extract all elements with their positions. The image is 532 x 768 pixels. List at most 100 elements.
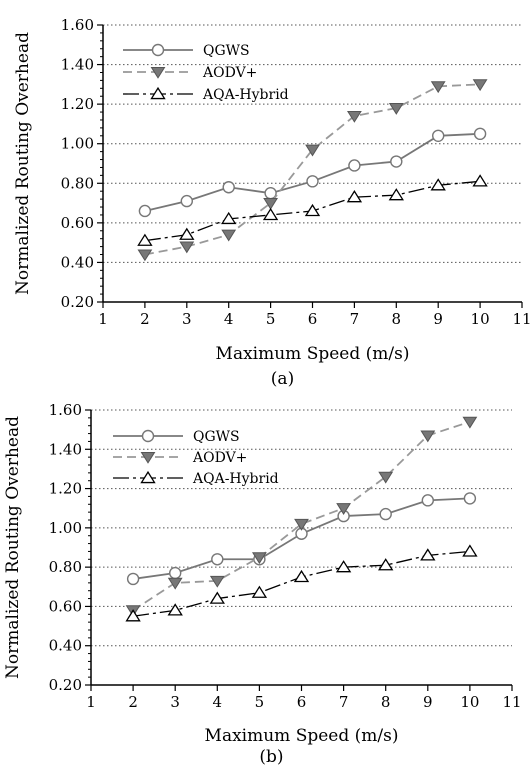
- x-tick-label: 3: [182, 310, 192, 328]
- legend-label: AODV+: [192, 450, 247, 466]
- legend-marker: [140, 470, 156, 484]
- x-tick-label: 8: [392, 310, 402, 328]
- data-point: [463, 492, 477, 505]
- data-point: [138, 204, 152, 218]
- x-tick-label: 5: [255, 693, 265, 711]
- x-tick-label: 11: [512, 310, 531, 328]
- x-tick-label: 4: [213, 693, 223, 711]
- legend-label: QGWS: [193, 429, 240, 445]
- data-point: [421, 494, 434, 507]
- data-point: [167, 603, 183, 616]
- legend-marker: [151, 43, 165, 57]
- x-axis-title: Maximum Speed (m/s): [205, 726, 399, 746]
- y-tick-label: 0.40: [49, 637, 82, 655]
- y-tick-label: 0.60: [49, 597, 82, 615]
- legend: QGWS AODV+ AQA-Hybrid: [113, 429, 279, 487]
- legend-label: AODV+: [202, 65, 257, 81]
- data-point: [388, 103, 404, 115]
- data-point: [336, 503, 352, 516]
- x-tick-label: 1: [86, 693, 96, 711]
- x-tick-label: 10: [460, 693, 479, 711]
- x-tick-label: 11: [502, 693, 521, 711]
- y-tick-label: 1.60: [49, 401, 82, 419]
- x-tick-label: 4: [224, 310, 234, 328]
- data-point: [420, 430, 436, 443]
- legend: QGWS AODV+ AQA-Hybrid: [123, 43, 289, 103]
- data-point: [126, 572, 140, 586]
- series-line: [132, 420, 471, 612]
- data-point: [262, 207, 279, 221]
- legend-label: AQA-Hybrid: [192, 471, 279, 487]
- y-tick-label: 1.60: [61, 16, 94, 34]
- x-tick-label: 8: [381, 693, 391, 711]
- x-tick-label: 2: [140, 310, 150, 328]
- data-point: [472, 174, 488, 187]
- data-point: [346, 110, 362, 123]
- y-axis-title: Normalized Routing Overhead: [3, 416, 23, 679]
- x-tick-label: 5: [266, 310, 276, 328]
- chart-a: 0.20 0.40 0.60 0.80 1.00 1.20 1.40 1.60 1 2 3 4 5 6 7 8…: [13, 16, 532, 389]
- data-point: [179, 227, 195, 240]
- y-tick-label: 1.00: [49, 519, 82, 537]
- data-point: [222, 181, 235, 194]
- y-tick-label: 0.60: [61, 214, 94, 232]
- y-tick-label: 1.20: [49, 480, 82, 498]
- data-point: [251, 585, 268, 598]
- data-point: [306, 175, 319, 188]
- legend-marker: [141, 429, 155, 443]
- data-point: [432, 129, 445, 143]
- x-tick-label: 9: [433, 310, 443, 328]
- y-tick-label: 1.20: [61, 95, 94, 113]
- data-point: [462, 544, 478, 557]
- data-point: [221, 211, 237, 225]
- data-point: [209, 591, 225, 604]
- data-point: [304, 203, 321, 217]
- data-point: [137, 249, 153, 262]
- data-point: [348, 159, 361, 172]
- data-point: [211, 553, 224, 566]
- chart-caption: (b): [259, 747, 283, 767]
- y-axis-title: Normalized Routing Overhead: [13, 32, 33, 295]
- y-tick-label: 0.20: [61, 293, 94, 311]
- data-point: [167, 577, 183, 590]
- series-line: [144, 83, 481, 256]
- legend-marker: [140, 451, 156, 464]
- data-point: [378, 471, 394, 484]
- data-point: [420, 548, 436, 561]
- series-aqa-hybrid: [137, 174, 488, 246]
- x-tick-label: 6: [308, 310, 318, 328]
- legend-marker: [150, 86, 166, 100]
- y-tick-label: 1.00: [61, 135, 94, 153]
- data-point: [379, 507, 392, 521]
- data-point: [473, 127, 487, 141]
- x-tick-label: 1: [98, 310, 108, 328]
- data-point: [462, 416, 478, 429]
- x-tick-label: 3: [170, 693, 180, 711]
- x-tick-label: 6: [297, 693, 307, 711]
- data-point: [390, 155, 403, 168]
- series-aqa-hybrid: [125, 544, 478, 622]
- data-point: [125, 609, 141, 622]
- chart-caption: (a): [271, 369, 294, 389]
- data-point: [221, 229, 237, 242]
- data-point: [346, 190, 363, 203]
- legend-label: AQA-Hybrid: [202, 87, 289, 103]
- chart-b: 0.20 0.40 0.60 0.80 1.00 1.20 1.40 1.60 1 2 3 4 5 6 7 8…: [3, 401, 522, 767]
- x-tick-label: 7: [350, 310, 360, 328]
- series-qgws: [126, 492, 477, 586]
- data-point: [168, 566, 182, 580]
- data-point: [472, 79, 488, 92]
- data-point: [137, 233, 153, 246]
- x-tick-label: 9: [423, 693, 433, 711]
- y-tick-label: 1.40: [61, 56, 94, 74]
- data-point: [388, 188, 404, 201]
- y-tick-label: 0.80: [61, 174, 94, 192]
- y-tick-label: 0.40: [61, 253, 94, 271]
- series-aodv-: [125, 416, 478, 618]
- y-tick-label: 1.40: [49, 440, 82, 458]
- y-tick-label: 0.80: [49, 558, 82, 576]
- data-point: [430, 81, 446, 94]
- data-point: [180, 194, 194, 208]
